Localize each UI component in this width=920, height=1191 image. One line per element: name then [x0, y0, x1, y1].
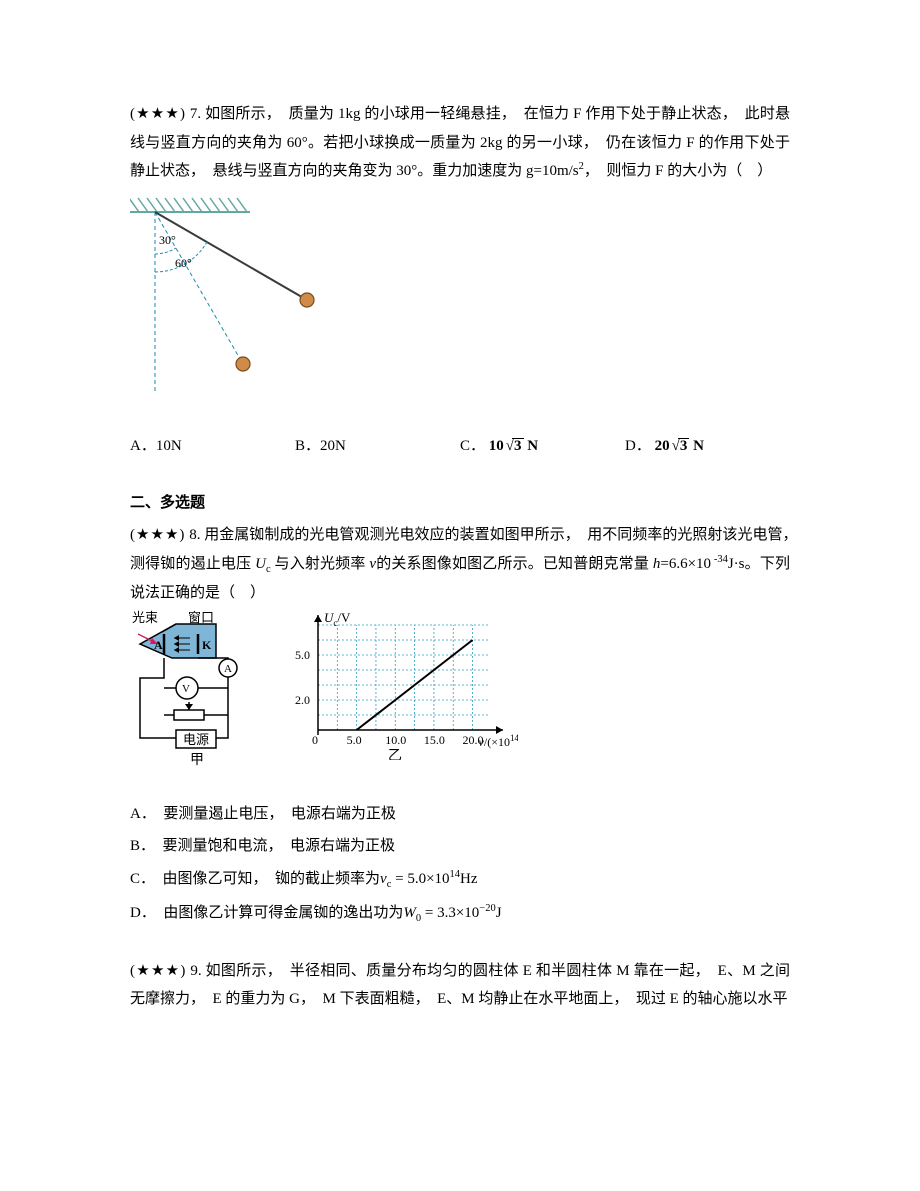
q8-opt-C: C． 由图像乙可知， 铷的截止频率为vc = 5.0×1014Hz: [130, 865, 790, 895]
q9-body: 如图所示， 半径相同、质量分布均匀的圆柱体 E 和半圆柱体 M 靠在一起， E、…: [130, 963, 790, 1008]
q9-num: 9.: [190, 963, 201, 979]
svg-text:V: V: [182, 683, 190, 695]
svg-text:光束: 光束: [132, 610, 158, 625]
q7-num: 7.: [190, 106, 201, 122]
q7-opt-B: B．20N: [295, 432, 460, 461]
q8-opt-A: A． 要测量遏止电压， 电源右端为正极: [130, 800, 790, 829]
svg-text:2.0: 2.0: [295, 693, 310, 707]
svg-text:10.0: 10.0: [385, 733, 406, 747]
q7-opt-D: D． 203 N: [625, 432, 790, 461]
svg-text:15.0: 15.0: [424, 733, 445, 747]
svg-text:5.0: 5.0: [295, 648, 310, 662]
q7-svg: 30° 60°: [130, 192, 340, 392]
q8-fig-left: 光束 窗口 A K A V: [130, 610, 270, 770]
q9-stars: (★★★): [130, 963, 186, 979]
svg-text:窗口: 窗口: [188, 610, 214, 625]
q7-text: (★★★) 7. 如图所示， 质量为 1kg 的小球用一轻绳悬挂， 在恒力 F …: [130, 100, 790, 186]
q8-opt-B: B． 要测量饱和电流， 电源右端为正极: [130, 832, 790, 861]
section-2-title: 二、多选题: [130, 489, 790, 518]
q7-stars: (★★★): [130, 106, 186, 122]
svg-text:A: A: [224, 663, 232, 675]
q8-text: (★★★) 8. 用金属铷制成的光电管观测光电效应的装置如图甲所示， 用不同频率…: [130, 521, 790, 608]
q7-opt-C: C． 103 N: [460, 432, 625, 461]
q7-options: A．10N B．20N C． 103 N D． 203 N: [130, 432, 790, 461]
q8-fig-right: Uc/V 2.0 5.0 0 5.010.015.020.0 v/(×1014H…: [288, 610, 518, 760]
q8-figure: 光束 窗口 A K A V: [130, 610, 790, 770]
svg-text:60°: 60°: [175, 256, 192, 270]
svg-text:甲: 甲: [190, 753, 204, 768]
q8-num: 8.: [189, 527, 200, 543]
svg-text:K: K: [202, 638, 212, 652]
svg-text:A: A: [154, 638, 163, 652]
svg-text:30°: 30°: [159, 233, 176, 247]
q7-tail: ， 则恒力 F 的大小为（ ）: [584, 163, 772, 179]
q9-text: (★★★) 9. 如图所示， 半径相同、质量分布均匀的圆柱体 E 和半圆柱体 M…: [130, 957, 790, 1014]
svg-text:0: 0: [312, 733, 318, 747]
q8-opt-D: D． 由图像乙计算可得金属铷的逸出功为W0 = 3.3×10−20J: [130, 899, 790, 929]
svg-text:5.0: 5.0: [347, 733, 362, 747]
q7-figure: 30° 60°: [130, 192, 790, 403]
q7-opt-A: A．10N: [130, 432, 295, 461]
svg-text:乙: 乙: [388, 748, 402, 760]
svg-text:电源: 电源: [183, 732, 209, 747]
svg-text:v/(×1014Hz): v/(×1014Hz): [479, 733, 518, 749]
q8-stars: (★★★): [130, 527, 185, 543]
q8-options: A． 要测量遏止电压， 电源右端为正极 B． 要测量饱和电流， 电源右端为正极 …: [130, 800, 790, 929]
